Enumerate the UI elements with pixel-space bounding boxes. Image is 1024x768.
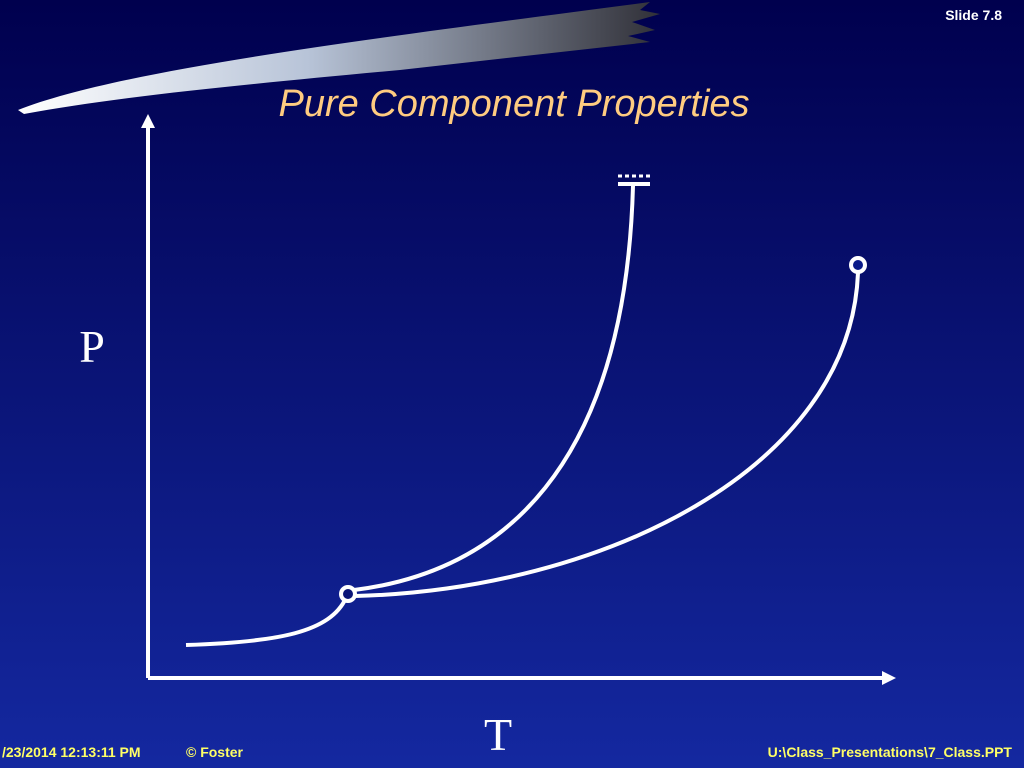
fusion-curve (353, 185, 635, 592)
slide-title: Pure Component Properties (278, 83, 749, 125)
critical-point (849, 256, 867, 274)
x-axis-label: T (484, 709, 512, 760)
triple-point (339, 585, 357, 603)
phase-curves (185, 174, 860, 647)
y-axis-arrow (141, 114, 155, 128)
y-axis-label: P (79, 321, 105, 372)
slide-number: Slide 7.8 (945, 7, 1002, 23)
vaporization-curve (354, 272, 860, 598)
swoosh-decoration (18, 2, 660, 114)
sublimation-curve (185, 597, 348, 647)
footer-author: © Foster (186, 744, 244, 760)
axes (146, 124, 886, 680)
x-axis-arrow (882, 671, 896, 685)
footer-timestamp: /23/2014 12:13:11 PM (2, 744, 141, 760)
footer-file-path: U:\Class_Presentations\7_Class.PPT (768, 744, 1013, 760)
